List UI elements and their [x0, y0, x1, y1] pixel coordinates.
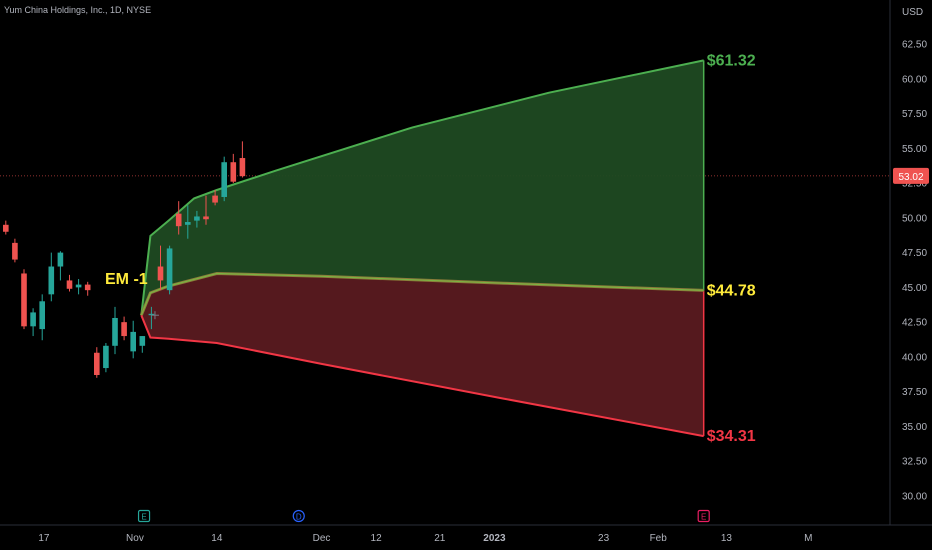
candle-body	[203, 216, 209, 220]
event-marker-letter: E	[141, 513, 146, 522]
price-tick-label: 37.50	[902, 387, 927, 398]
candlestick-series	[3, 141, 246, 378]
candle-body	[30, 312, 36, 327]
price-tick-label: 52.50	[902, 179, 927, 190]
candle-body	[21, 273, 27, 327]
event-marker[interactable]: E	[697, 509, 710, 523]
expected-move-bands	[139, 59, 705, 438]
dividend-marker-icon	[292, 509, 305, 523]
candle-body	[66, 280, 73, 289]
band-labels: EM -1 $61.32 $44.78 $34.31	[105, 52, 756, 445]
price-tick-label: 42.50	[902, 318, 927, 329]
time-tick-label: 13	[721, 533, 733, 544]
mid-band-line	[140, 272, 704, 316]
price-tick-label: 50.00	[902, 213, 927, 224]
event-marker[interactable]: E	[137, 509, 151, 523]
lower-band-value-label: $34.31	[707, 428, 756, 445]
expected-move-label: EM -1	[105, 271, 148, 288]
candle-body	[121, 322, 127, 337]
candle-body	[3, 224, 9, 232]
event-marker-letter: E	[701, 513, 706, 522]
time-tick-label: 12	[371, 533, 383, 544]
time-axis: 17 Nov 14 Dec 12 21 2023 23 Feb 13 M	[38, 533, 812, 544]
candle-body	[12, 242, 18, 260]
price-tick-label: 35.00	[902, 422, 927, 433]
last-price-label: 53.02	[898, 172, 923, 183]
price-tick-label: 55.00	[902, 144, 927, 155]
candle-body	[157, 266, 164, 281]
price-tick-label: 62.50	[902, 40, 927, 51]
candle-body	[166, 248, 173, 291]
price-tick-label: 57.50	[902, 109, 927, 120]
candle-body	[139, 336, 146, 346]
price-tick-label: 32.50	[902, 457, 927, 468]
time-tick-label: Nov	[126, 533, 144, 544]
mid-band-value-label: $44.78	[707, 282, 756, 299]
time-tick-label: 21	[434, 533, 446, 544]
upper-band-fill	[141, 60, 704, 316]
candle-body	[194, 216, 200, 221]
time-tick-label: Dec	[313, 533, 331, 544]
price-axis: USD 30.00 32.50 35.00 37.50 40.00 42.50 45.00 47…	[893, 7, 929, 503]
price-tick-label: 60.00	[902, 74, 927, 85]
candle-body	[112, 317, 118, 346]
candle-body	[185, 222, 191, 225]
candle-body	[212, 195, 218, 203]
candle-body	[239, 158, 246, 177]
price-tick-label: 30.00	[902, 492, 927, 503]
candle-body	[175, 213, 182, 227]
candle-body	[57, 252, 64, 267]
lower-band-line	[140, 314, 704, 438]
candle-body	[148, 313, 155, 316]
earnings-marker-icon	[697, 509, 710, 523]
candle-body	[75, 284, 82, 288]
symbol-title: Yum China Holdings, Inc., 1D, NYSE	[4, 5, 152, 15]
time-tick-label: 23	[598, 533, 610, 544]
time-tick-label: 17	[38, 533, 50, 544]
time-tick-label: 2023	[483, 533, 506, 544]
candle-body	[48, 266, 55, 295]
candle-body	[103, 345, 109, 369]
upper-band-value-label: $61.32	[707, 52, 756, 69]
price-tick-label: 40.00	[902, 352, 927, 363]
earnings-marker-icon	[137, 509, 151, 523]
upper-band-line	[140, 59, 704, 316]
price-tick-label: 45.00	[902, 283, 927, 294]
candle-body	[94, 352, 100, 376]
currency-label: USD	[902, 7, 923, 18]
candle-body	[39, 301, 45, 330]
time-tick-label: Feb	[650, 533, 668, 544]
candle-body	[84, 284, 91, 291]
candle-body	[130, 331, 136, 352]
candle-body	[221, 162, 227, 197]
last-price-badge	[893, 167, 929, 184]
price-tick-label: 47.50	[902, 248, 927, 259]
time-tick-label: M	[804, 533, 812, 544]
time-tick-label: 14	[211, 533, 223, 544]
event-marker[interactable]: D	[292, 509, 305, 523]
event-marker-letter: D	[296, 513, 302, 522]
lower-band-fill	[141, 273, 704, 437]
candle-body	[230, 162, 237, 182]
